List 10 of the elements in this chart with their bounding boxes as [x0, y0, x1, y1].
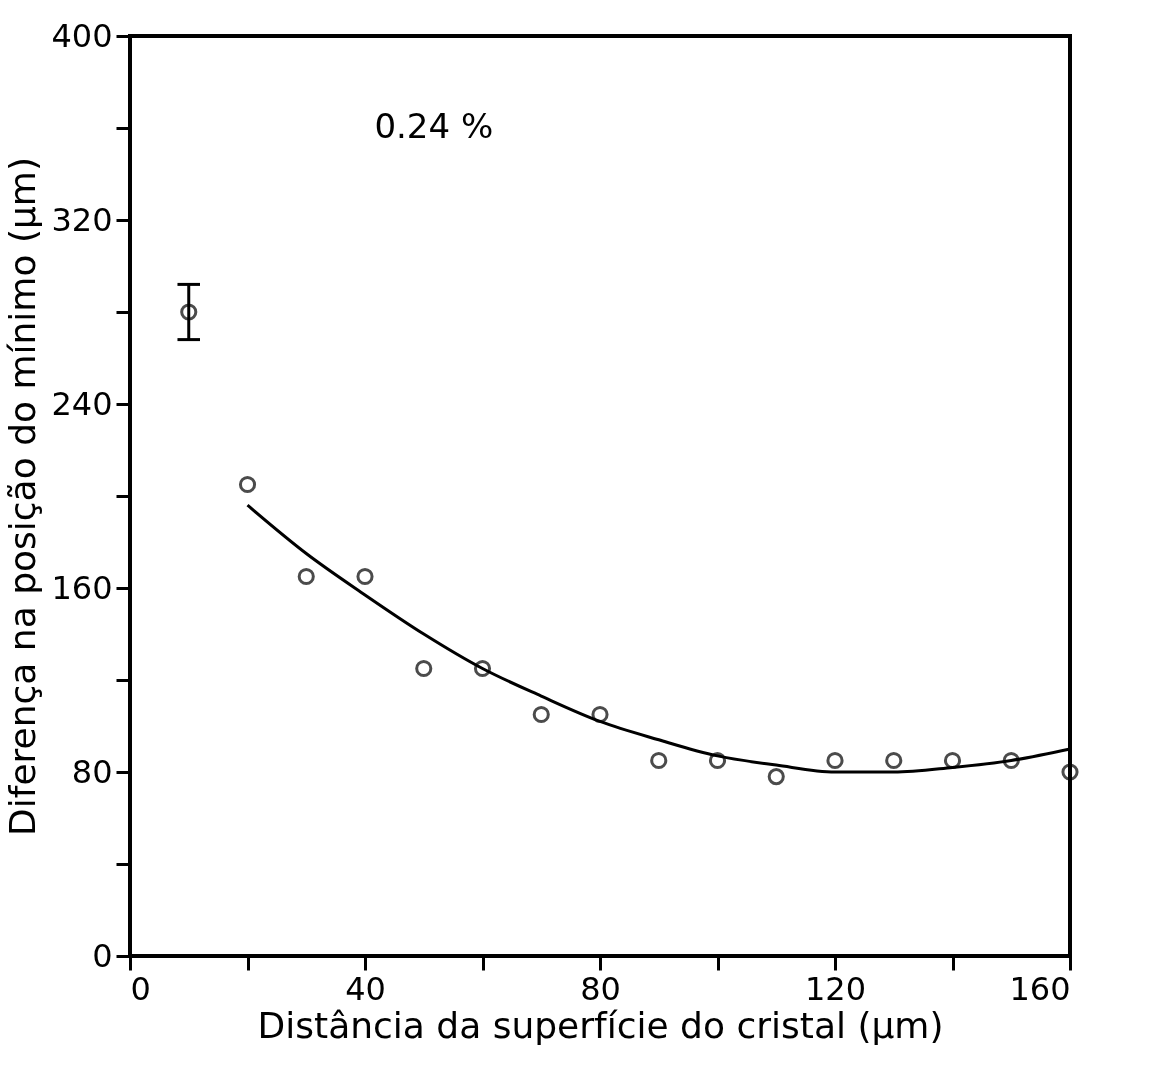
- annotation: 0.24 %: [374, 106, 494, 146]
- y-tick-label: 240: [51, 384, 113, 423]
- y-tick-label: 320: [51, 200, 113, 239]
- y-tick-label: 80: [71, 752, 113, 791]
- x-tick-label: 0: [130, 969, 151, 1008]
- y-tick-label: 0: [92, 936, 113, 975]
- x-tick-label: 160: [1009, 969, 1071, 1008]
- y-axis-title: Diferença na posição do mínimo (µm): [2, 157, 44, 836]
- y-tick-label: 400: [51, 16, 113, 55]
- y-tick-label: 160: [51, 568, 113, 607]
